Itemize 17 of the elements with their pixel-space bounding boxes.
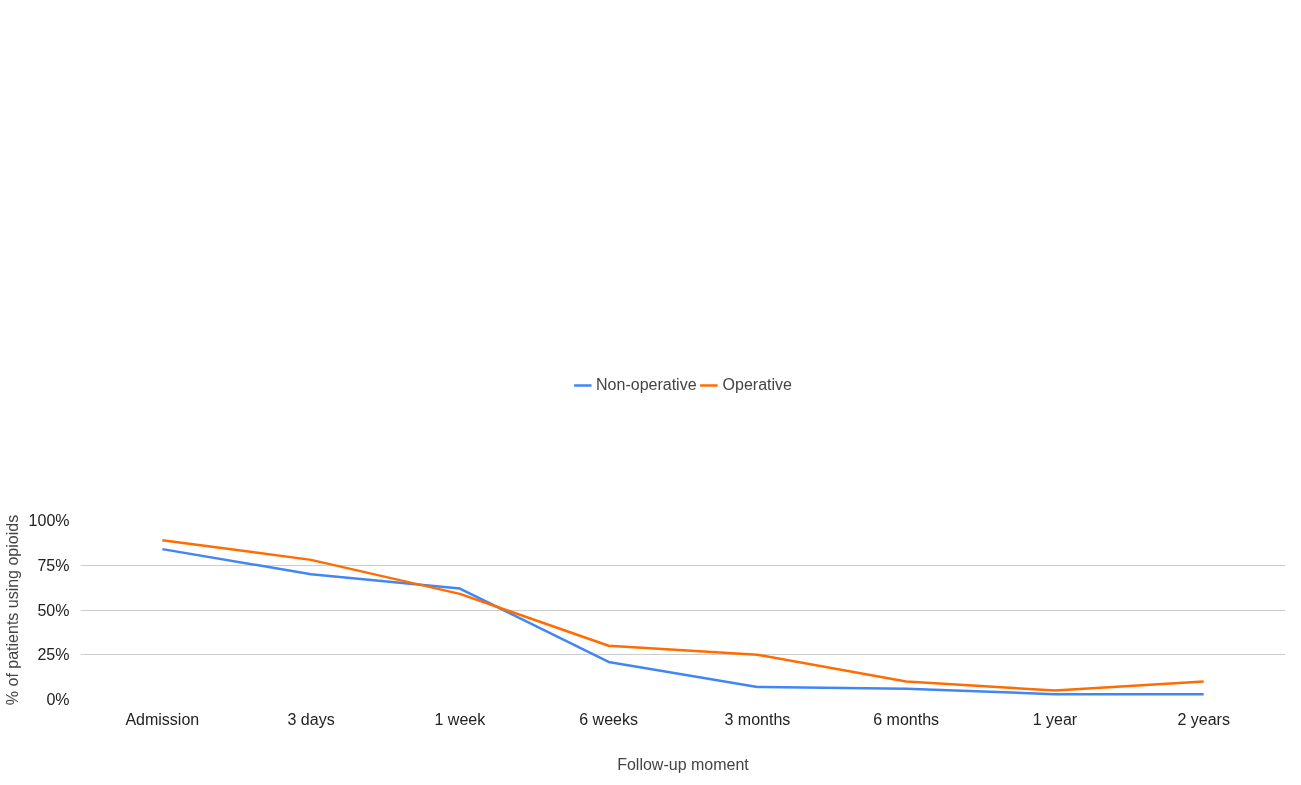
- legend-label: Operative: [722, 376, 792, 394]
- x-tick-label: 3 months: [724, 710, 791, 728]
- x-tick-label: Admission: [125, 710, 200, 728]
- y-tick-label: 25%: [37, 646, 70, 664]
- y-tick-label: 100%: [28, 512, 70, 529]
- x-axis-title: Follow-up moment: [617, 755, 750, 773]
- x-tick-label: 3 days: [287, 710, 335, 728]
- y-tick-label: 0%: [46, 691, 70, 708]
- x-tick-label: 1 week: [434, 710, 487, 728]
- y-tick-label: 75%: [37, 556, 70, 574]
- x-tick-label: 6 months: [873, 710, 940, 728]
- x-tick-label: 6 weeks: [579, 710, 638, 728]
- x-tick-label: 2 years: [1177, 710, 1230, 728]
- legend-label: Non-operative: [596, 376, 697, 394]
- x-tick-label: 1 year: [1032, 710, 1078, 728]
- y-tick-label: 50%: [37, 601, 70, 619]
- y-axis-title: % of patients using opioids: [3, 514, 21, 706]
